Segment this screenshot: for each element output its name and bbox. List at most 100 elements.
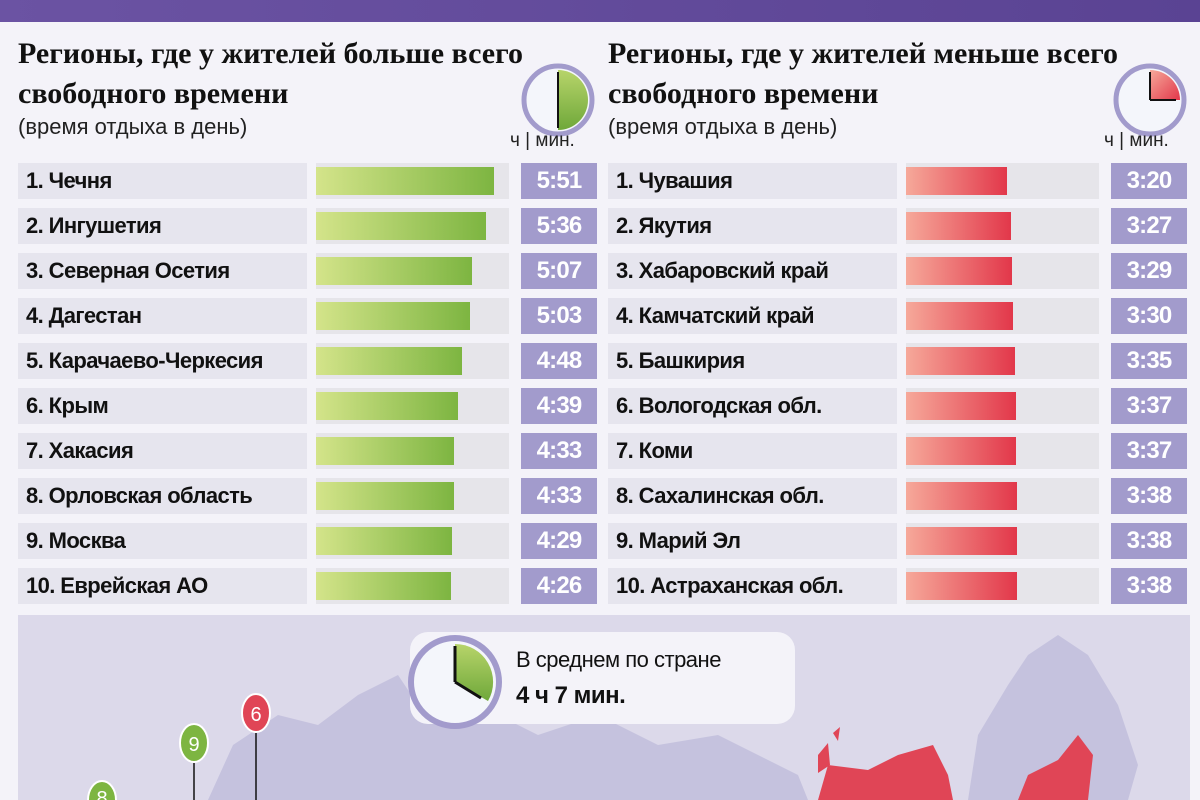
category-label: 9. Марий Эл (608, 523, 897, 559)
bar-row: 3. Хабаровский край 3:29 (608, 253, 1188, 289)
units-label: ч | мин. (510, 130, 575, 151)
bar-track (316, 433, 509, 469)
bar-track (316, 478, 509, 514)
bar-row: 10. Астраханская обл. 3:38 (608, 568, 1188, 604)
value-label: 4:48 (521, 343, 597, 379)
map-region (208, 675, 808, 800)
bar (906, 212, 1011, 240)
panel-most-free-time: Регионы, где у жителей больше всего своб… (0, 22, 597, 612)
bar-track (316, 388, 509, 424)
map-region-highlight (818, 727, 840, 773)
value-label: 3:37 (1111, 433, 1187, 469)
value-label: 3:35 (1111, 343, 1187, 379)
bar (316, 347, 462, 375)
clock-icon (521, 63, 595, 137)
category-label: 7. Хакасия (18, 433, 307, 469)
category-label: 6. Вологодская обл. (608, 388, 897, 424)
category-label: 8. Орловская область (18, 478, 307, 514)
bar (906, 392, 1016, 420)
category-label: 5. Карачаево-Черкесия (18, 343, 307, 379)
value-label: 4:29 (521, 523, 597, 559)
map-shapes (208, 635, 1138, 800)
bar-row: 6. Крым 4:39 (18, 388, 598, 424)
value-label: 5:07 (521, 253, 597, 289)
bar-track (316, 163, 509, 199)
average-label: В среднем по стране (516, 647, 721, 672)
bar (316, 167, 494, 195)
value-label: 3:38 (1111, 478, 1187, 514)
bar (906, 527, 1017, 555)
bar-track (906, 208, 1099, 244)
clock-icon (408, 635, 502, 729)
bar-track (906, 568, 1099, 604)
bar-track (316, 208, 509, 244)
bar (316, 257, 472, 285)
bar-track (906, 478, 1099, 514)
category-label: 2. Ингушетия (18, 208, 307, 244)
bar (316, 212, 487, 240)
category-label: 4. Камчатский край (608, 298, 897, 334)
bar-row: 10. Еврейская АО 4:26 (18, 568, 598, 604)
bar-row: 6. Вологодская обл. 3:37 (608, 388, 1188, 424)
value-label: 3:38 (1111, 568, 1187, 604)
bar-track (906, 388, 1099, 424)
bar-track (316, 253, 509, 289)
value-label: 4:33 (521, 478, 597, 514)
bar-row: 7. Хакасия 4:33 (18, 433, 598, 469)
bar (316, 482, 455, 510)
average-value: 4 ч 7 мин. (516, 682, 626, 709)
category-label: 10. Астраханская обл. (608, 568, 897, 604)
bar-row: 8. Орловская область 4:33 (18, 478, 598, 514)
bar-row: 8. Сахалинская обл. 3:38 (608, 478, 1188, 514)
value-label: 4:39 (521, 388, 597, 424)
bar-row: 2. Ингушетия 5:36 (18, 208, 598, 244)
bar (906, 257, 1012, 285)
bar (316, 572, 451, 600)
bar-track (316, 298, 509, 334)
panel-least-free-time: Регионы, где у жителей меньше всего своб… (590, 22, 1187, 612)
bar (906, 482, 1017, 510)
category-label: 3. Хабаровский край (608, 253, 897, 289)
bar (906, 347, 1015, 375)
category-label: 1. Чувашия (608, 163, 897, 199)
value-label: 3:38 (1111, 523, 1187, 559)
bar (316, 302, 470, 330)
bar-row: 1. Чувашия 3:20 (608, 163, 1188, 199)
chart-subtitle: (время отдыха в день) (608, 114, 838, 139)
category-label: 3. Северная Осетия (18, 253, 307, 289)
bar-row: 9. Марий Эл 3:38 (608, 523, 1188, 559)
category-label: 4. Дагестан (18, 298, 307, 334)
category-label: 1. Чечня (18, 163, 307, 199)
bar-track (316, 343, 509, 379)
category-label: 2. Якутия (608, 208, 897, 244)
bar (906, 302, 1013, 330)
bar-row: 7. Коми 3:37 (608, 433, 1188, 469)
top-banner (0, 0, 1200, 22)
bar-track (906, 343, 1099, 379)
bar-row: 3. Северная Осетия 5:07 (18, 253, 598, 289)
bar-track (906, 433, 1099, 469)
map-pin-label: 6 (250, 704, 261, 726)
bar-track (316, 568, 509, 604)
category-label: 10. Еврейская АО (18, 568, 307, 604)
map-pin-label: 9 (188, 734, 199, 756)
bar (316, 437, 455, 465)
category-label: 7. Коми (608, 433, 897, 469)
bar-row: 1. Чечня 5:51 (18, 163, 598, 199)
chart-title: Регионы, где у жителей больше всего своб… (18, 37, 523, 110)
bar-row: 9. Москва 4:29 (18, 523, 598, 559)
category-label: 8. Сахалинская обл. (608, 478, 897, 514)
clock-icon (1113, 63, 1187, 137)
chart-title: Регионы, где у жителей меньше всего своб… (608, 37, 1118, 110)
bar-row: 4. Камчатский край 3:30 (608, 298, 1188, 334)
value-label: 4:26 (521, 568, 597, 604)
value-label: 3:30 (1111, 298, 1187, 334)
value-label: 4:33 (521, 433, 597, 469)
bar-track (906, 298, 1099, 334)
bar-row: 2. Якутия 3:27 (608, 208, 1188, 244)
bar (906, 437, 1016, 465)
map-region-highlight (818, 745, 953, 800)
value-label: 5:36 (521, 208, 597, 244)
category-label: 5. Башкирия (608, 343, 897, 379)
value-label: 3:20 (1111, 163, 1187, 199)
